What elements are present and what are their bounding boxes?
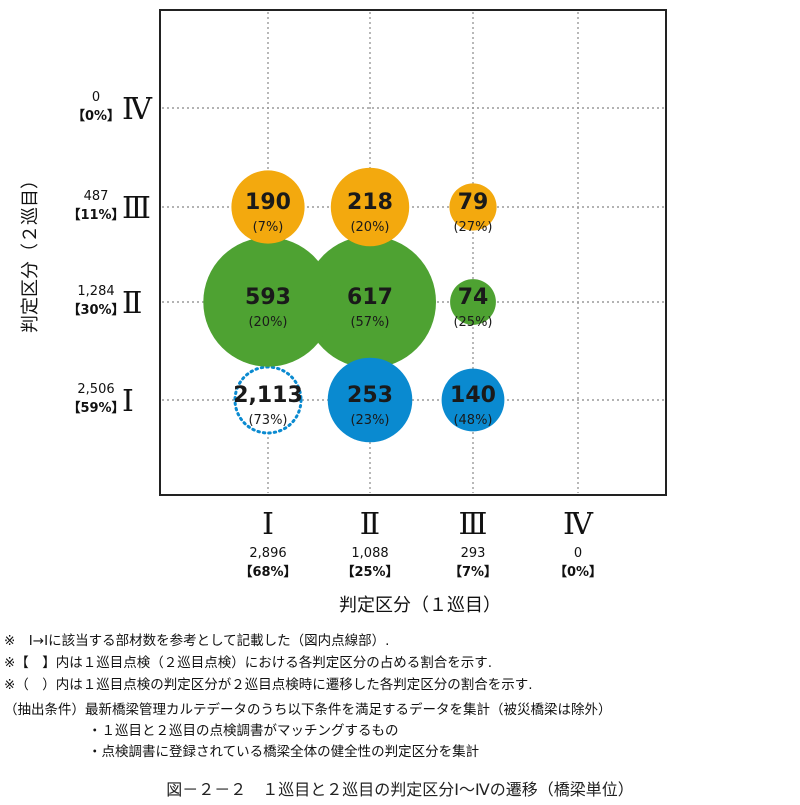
- bubble-percent-label: (20%): [248, 315, 287, 330]
- x-tick-label: Ⅱ: [360, 507, 380, 542]
- bubble-value-label: 218: [347, 190, 393, 215]
- bubble: [327, 357, 413, 443]
- bubble-value-label: 593: [245, 285, 291, 310]
- condition-item-1: ・１巡目と２巡目の点検調書がマッチングするもの: [88, 723, 399, 739]
- y-axis-title: 判定区分（２巡目）: [20, 171, 41, 333]
- y-category-share: 【59%】: [67, 400, 124, 416]
- y-category-share: 【0%】: [72, 108, 120, 124]
- bubble-percent-label: (25%): [453, 315, 492, 330]
- bubble-value-label: 617: [347, 285, 393, 310]
- y-category-total: 487: [84, 189, 109, 204]
- bubble-percent-label: (73%): [248, 413, 287, 428]
- x-axis-title: 判定区分（１巡目）: [339, 595, 501, 616]
- bubble-value-label: 190: [245, 190, 291, 215]
- bubble-percent-label: (23%): [350, 413, 389, 428]
- x-tick-label: Ⅲ: [459, 507, 488, 542]
- x-axis: Ⅰ 2,896 【68%】 Ⅱ 1,088 【25%】 Ⅲ 293 【7%】 Ⅳ 0 【0%】: [239, 507, 602, 580]
- bubble-value-label: 140: [450, 383, 496, 408]
- x-category-total: 293: [461, 546, 486, 561]
- x-category-total: 2,896: [249, 546, 286, 561]
- x-category-total: 0: [574, 546, 582, 561]
- bubble-value-label: 79: [458, 190, 489, 215]
- y-tick-label: Ⅳ: [122, 92, 153, 127]
- bubble: [450, 279, 496, 325]
- notes: ※ Ⅰ→Ⅰに該当する部材数を参考として記載した（図内点線部）. ※【 】内は１巡…: [4, 630, 796, 696]
- x-category-share: 【0%】: [554, 564, 602, 580]
- bubble: [231, 170, 305, 244]
- bubble-value-label: 2,113: [233, 383, 303, 408]
- bubble-value-label: 74: [458, 285, 489, 310]
- y-axis: Ⅰ 2,506 【59%】 Ⅱ 1,284 【30%】 Ⅲ 487 【11%】 Ⅳ 0 【0%】: [67, 90, 153, 419]
- bubble: [441, 368, 505, 432]
- bubble-percent-label: (48%): [453, 413, 492, 428]
- x-category-share: 【68%】: [239, 564, 296, 580]
- condition-item-2: ・点検調書に登録されている橋梁全体の健全性の判定区分を集計: [88, 744, 480, 760]
- bubble-percent-label: (27%): [453, 220, 492, 235]
- bubble-percent-label: (7%): [253, 220, 284, 235]
- y-category-total: 1,284: [77, 284, 114, 299]
- bubble: [449, 183, 497, 231]
- extraction-conditions: （抽出条件）最新橋梁管理カルテデータのうち以下条件を満足するデータを集計（被災橋…: [4, 700, 800, 763]
- note-2: ※【 】内は１巡目点検（２巡目点検）における各判定区分の占める割合を示す.: [4, 655, 493, 671]
- y-category-share: 【30%】: [67, 302, 124, 318]
- x-category-share: 【25%】: [341, 564, 398, 580]
- y-tick-label: Ⅰ: [122, 384, 134, 419]
- x-tick-label: Ⅰ: [262, 507, 274, 542]
- bubble-chart: 2,113 (73%) 253 (23%) 140 (48%) 593 (20%) 617 (57…: [20, 9, 667, 616]
- bubble-percent-label: (20%): [350, 220, 389, 235]
- note-3: ※（ ）内は１巡目点検の判定区分が２巡目点検時に遷移した各判定区分の割合を示す.: [4, 677, 533, 693]
- bubble: [203, 237, 333, 367]
- y-category-total: 2,506: [77, 382, 114, 397]
- x-tick-label: Ⅳ: [563, 507, 594, 542]
- x-category-share: 【7%】: [449, 564, 497, 580]
- bubble: [304, 236, 436, 368]
- y-tick-label: Ⅱ: [122, 286, 142, 321]
- y-category-total: 0: [92, 90, 100, 105]
- bubble: [233, 365, 303, 435]
- bubble-percent-label: (57%): [350, 315, 389, 330]
- bubbles: 2,113 (73%) 253 (23%) 140 (48%) 593 (20%) 617 (57…: [203, 167, 505, 443]
- y-category-share: 【11%】: [67, 207, 124, 223]
- conditions-heading: （抽出条件）最新橋梁管理カルテデータのうち以下条件を満足するデータを集計（被災橋…: [4, 702, 612, 718]
- y-tick-label: Ⅲ: [122, 191, 151, 226]
- plot-frame: [159, 9, 667, 496]
- bubble-value-label: 253: [347, 383, 393, 408]
- x-category-total: 1,088: [351, 546, 388, 561]
- figure-caption: 図－２－２ １巡目と２巡目の判定区分Ⅰ～Ⅳの遷移（橋梁単位）: [166, 780, 634, 799]
- note-1: ※ Ⅰ→Ⅰに該当する部材数を参考として記載した（図内点線部）.: [4, 633, 390, 649]
- bubble: [330, 167, 410, 247]
